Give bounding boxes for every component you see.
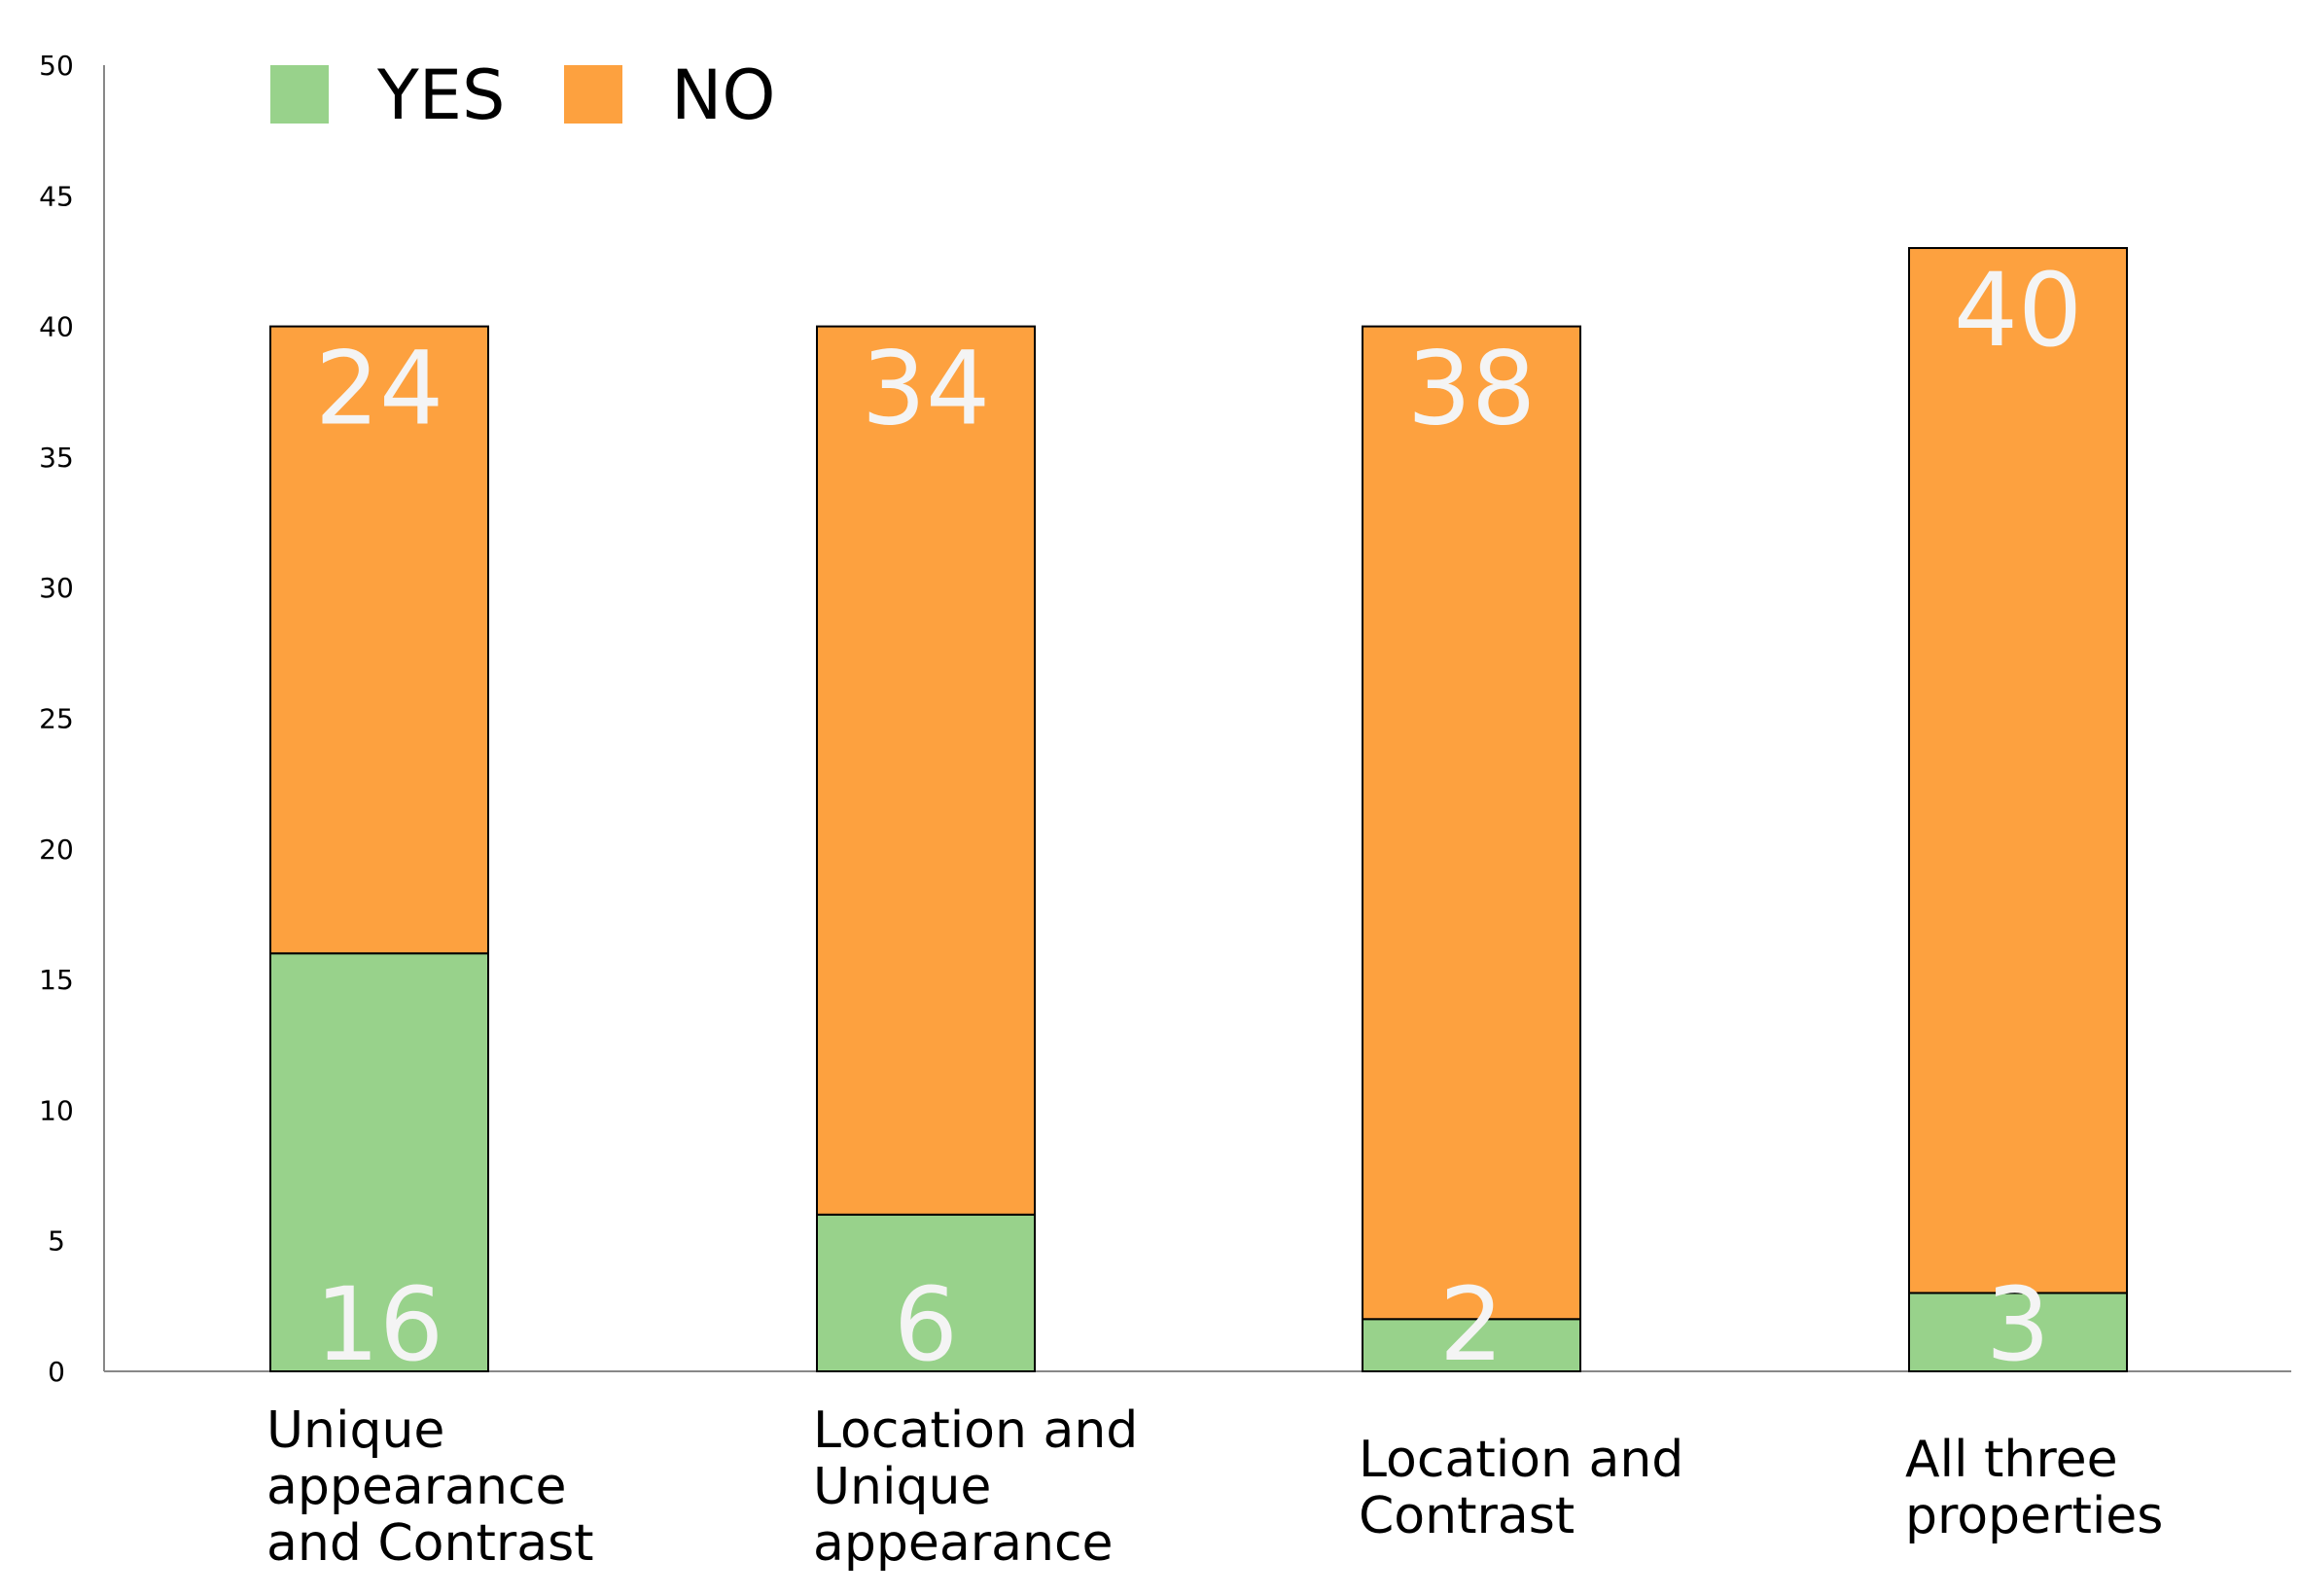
y-tick-label: 10	[39, 1094, 74, 1126]
y-tick-label: 20	[39, 833, 74, 866]
y-tick-label: 15	[39, 964, 74, 996]
y-tick-label: 45	[39, 180, 74, 212]
data-label-no: 24	[315, 330, 443, 448]
x-category-label: Unique	[266, 1401, 444, 1460]
y-tick-label: 0	[48, 1356, 65, 1388]
bar-no	[1908, 247, 2128, 1295]
data-label-no: 34	[862, 330, 990, 448]
bar-no	[269, 325, 489, 955]
bar-yes	[816, 1213, 1036, 1372]
data-label-yes: 6	[894, 1265, 958, 1384]
data-label-yes: 3	[1986, 1265, 2050, 1384]
legend-label-yes: YES	[376, 55, 505, 135]
data-label-yes: 2	[1439, 1265, 1504, 1384]
bar-yes	[1908, 1292, 2128, 1373]
y-tick-label: 35	[39, 442, 74, 474]
x-category-label: Contrast	[1359, 1487, 1575, 1545]
bar-no	[1362, 325, 1581, 1321]
x-category-label: All three	[1905, 1431, 2118, 1489]
x-category-label: Location and	[813, 1401, 1138, 1460]
y-tick-label: 25	[39, 703, 74, 735]
x-category-label: Unique	[813, 1458, 991, 1516]
data-label-no: 40	[1954, 251, 2082, 370]
x-category-label: Location and	[1359, 1431, 1683, 1489]
legend-label-no: NO	[671, 55, 775, 135]
x-category-label: properties	[1905, 1487, 2163, 1545]
legend-swatch-yes	[270, 65, 329, 124]
y-tick-label: 40	[39, 311, 74, 343]
legend-swatch-no	[564, 65, 622, 124]
bar-yes	[269, 952, 489, 1372]
data-label-yes: 16	[315, 1265, 443, 1384]
y-tick-label: 5	[48, 1225, 65, 1258]
y-tick-label: 50	[39, 50, 74, 82]
bar-yes	[1362, 1318, 1581, 1373]
data-label-no: 38	[1407, 330, 1536, 448]
x-category-label: appearance	[813, 1514, 1114, 1573]
x-category-label: appearance	[266, 1458, 567, 1516]
x-category-label: and Contrast	[266, 1514, 594, 1573]
y-tick-label: 30	[39, 572, 74, 604]
bar-no	[816, 325, 1036, 1216]
